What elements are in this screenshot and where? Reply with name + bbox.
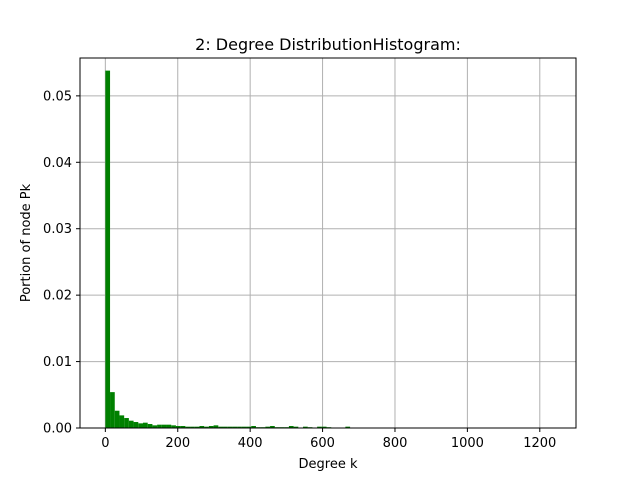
histogram-bar [265, 426, 271, 428]
histogram-bars [105, 70, 351, 428]
histogram-bar [185, 426, 191, 428]
histogram-bar [251, 426, 256, 428]
histogram-bar [317, 426, 322, 428]
histogram-bar [241, 426, 247, 428]
histogram-bar [180, 426, 186, 428]
histogram-bar [133, 422, 139, 428]
histogram-bar [110, 392, 115, 428]
x-tick-label: 1000 [451, 436, 484, 451]
x-tick-label: 600 [310, 436, 335, 451]
x-tick-label: 1200 [523, 436, 556, 451]
histogram-bar [218, 426, 224, 428]
y-tick-label: 0.05 [43, 89, 72, 104]
histogram-bar [237, 426, 242, 428]
x-tick-label: 0 [101, 436, 109, 451]
histogram-bar [199, 426, 205, 428]
histogram-bar [128, 420, 134, 428]
histogram-bar [142, 422, 148, 428]
histogram-bar [227, 426, 233, 428]
histogram-bar [119, 415, 125, 428]
histogram-bar [345, 426, 351, 428]
histogram-bar [138, 423, 143, 428]
histogram-bar [147, 424, 153, 428]
histogram-bar [194, 426, 200, 428]
histogram-bar [232, 426, 238, 428]
histogram-bar [246, 426, 252, 428]
y-tick-label: 0.03 [43, 222, 72, 237]
histogram-bar [303, 426, 308, 428]
histogram-bar [223, 426, 228, 428]
histogram-bar [213, 425, 219, 428]
y-tick-label: 0.00 [43, 422, 72, 437]
histogram-bar [270, 426, 275, 428]
x-tick-label: 400 [238, 436, 263, 451]
y-axis-label: Portion of node Pk [19, 183, 34, 302]
histogram-bar [288, 426, 294, 428]
histogram-bar [190, 426, 195, 428]
histogram-bar [166, 424, 172, 428]
grid-lines [80, 58, 576, 429]
y-axis-ticks: 0.00 0.01 0.02 0.03 0.04 0.05 [43, 89, 80, 437]
histogram-bar [152, 425, 158, 428]
histogram-bar [161, 424, 167, 428]
y-tick-label: 0.04 [43, 156, 72, 171]
y-tick-label: 0.02 [43, 289, 72, 304]
histogram-bar [204, 426, 209, 428]
x-axis-ticks: 0 200 400 600 800 1000 1200 [101, 428, 556, 451]
x-tick-label: 800 [383, 436, 408, 451]
plot-frame [79, 57, 577, 429]
histogram-bar [171, 425, 176, 428]
x-axis-label: Degree k [299, 457, 358, 472]
histogram-bar [293, 426, 299, 428]
chart-title: 2: Degree DistributionHistogram: [195, 35, 461, 54]
histogram-bar [321, 426, 327, 428]
histogram-bar [175, 426, 181, 428]
x-tick-label: 200 [165, 436, 190, 451]
y-tick-label: 0.01 [43, 355, 72, 370]
histogram-bar [114, 410, 120, 428]
histogram-bar [124, 418, 129, 428]
histogram-bar [157, 424, 162, 428]
histogram-bar [105, 70, 111, 428]
histogram-bar [208, 426, 214, 428]
